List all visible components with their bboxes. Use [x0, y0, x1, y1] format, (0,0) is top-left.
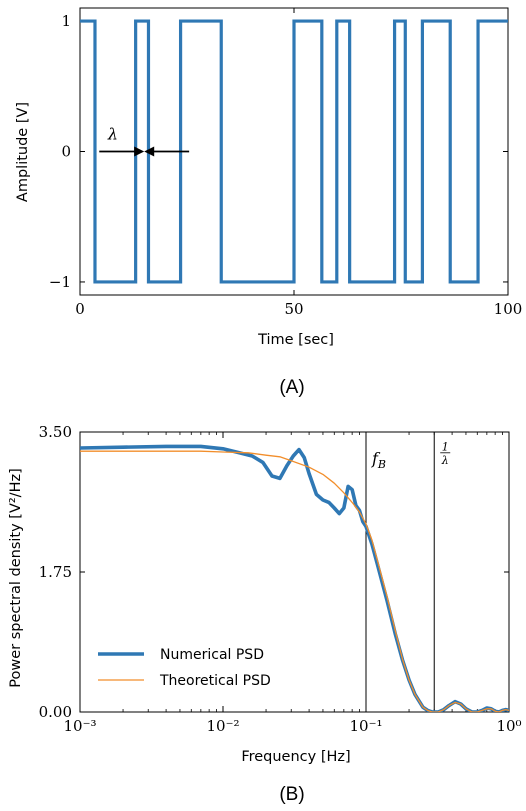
panel-b-x-tick-label: 10⁻¹: [349, 717, 382, 735]
panel-b-chart: Frequency [Hz] Power spectral density [V…: [8, 423, 522, 765]
panel-b-label: (B): [279, 784, 304, 805]
legend-theoretical-label: Theoretical PSD: [159, 673, 271, 689]
panel-a-y-tick-label: 0: [61, 143, 71, 161]
panel-b-axes-frame: [79, 431, 510, 713]
panel-b-x-tick-label: 10⁻³: [63, 717, 96, 735]
panel-b-y-tick-label: 1.75: [39, 563, 72, 581]
panel-b-inv-lambda-numerator: 1: [442, 440, 449, 453]
panel-b-y-tick-label: 3.50: [39, 423, 72, 441]
panel-a-square-wave: [80, 19, 508, 284]
panel-a-lambda-arrowhead-right: [144, 146, 155, 157]
panel-b-x-axis-label: Frequency [Hz]: [241, 749, 350, 765]
panel-a-x-tick-label: 0: [75, 300, 85, 318]
panel-b-fb-label: fB: [371, 449, 386, 471]
panel-a-x-axis-label: Time [sec]: [257, 332, 334, 348]
panel-b-x-tick-label: 10⁰: [496, 717, 521, 735]
panel-a-label: (A): [279, 377, 304, 398]
panel-a-y-tick-label: 1: [61, 12, 71, 30]
panel-b-x-tick-label: 10⁻²: [206, 717, 239, 735]
panel-a-lambda-arrowhead-left: [134, 146, 145, 157]
panel-a-y-tick-label: −1: [49, 273, 71, 291]
panel-b-theoretical-psd-line: [80, 450, 509, 712]
panel-b-inv-lambda-denominator: λ: [441, 454, 449, 467]
panel-a-lambda-annotation: λ: [107, 125, 118, 144]
panel-b-y-tick-label: 0.00: [39, 703, 72, 721]
panel-a-x-tick-label: 100: [494, 300, 523, 318]
panel-a-x-tick-label: 50: [284, 300, 303, 318]
panel-b-y-axis-label: Power spectral density [V²/Hz]: [8, 468, 24, 688]
panel-b-fb-subscript: B: [377, 458, 386, 471]
panel-a-y-axis-label: Amplitude [V]: [15, 102, 31, 202]
legend-numerical-label: Numerical PSD: [160, 647, 264, 663]
panel-b-numerical-psd-line: [80, 444, 509, 712]
